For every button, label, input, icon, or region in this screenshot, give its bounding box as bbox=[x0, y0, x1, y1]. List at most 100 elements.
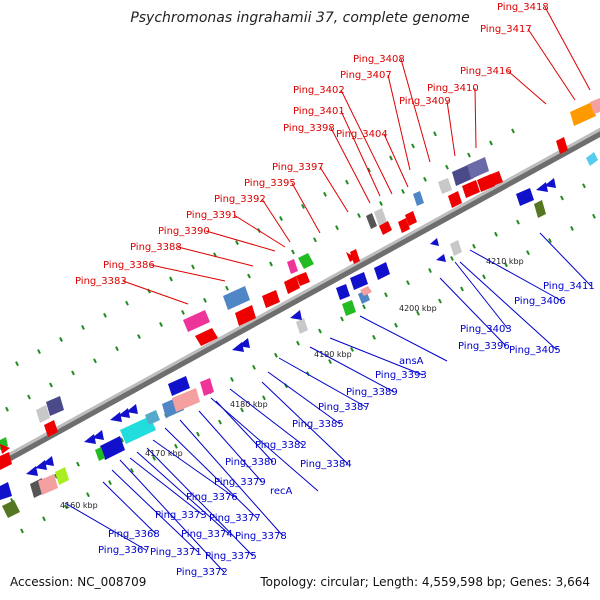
gene-label[interactable]: Ping_3384 bbox=[300, 459, 352, 470]
gene-feature[interactable] bbox=[287, 259, 298, 274]
gene-feature[interactable] bbox=[342, 300, 356, 316]
tick-mark bbox=[328, 359, 332, 364]
gene-feature[interactable] bbox=[284, 276, 300, 294]
gene-label[interactable]: Ping_3409 bbox=[399, 96, 451, 107]
gene-feature[interactable] bbox=[366, 213, 377, 229]
gene-label[interactable]: Ping_3418 bbox=[497, 2, 549, 13]
gene-label[interactable]: Ping_3382 bbox=[255, 440, 307, 451]
gene-label[interactable]: Ping_3417 bbox=[480, 24, 532, 35]
gene-label[interactable]: Ping_3387 bbox=[318, 402, 370, 413]
gene-label[interactable]: Ping_3402 bbox=[293, 85, 345, 96]
gene-label[interactable]: Ping_3396 bbox=[458, 341, 510, 352]
gene-feature[interactable] bbox=[0, 482, 12, 500]
gene-feature[interactable] bbox=[36, 405, 50, 423]
gene-feature[interactable] bbox=[262, 290, 280, 308]
gene-feature[interactable] bbox=[183, 310, 210, 332]
gene-feature[interactable] bbox=[398, 218, 410, 233]
gene-label[interactable]: Ping_3393 bbox=[375, 370, 427, 381]
gene-feature[interactable] bbox=[223, 286, 250, 310]
gene-label[interactable]: Ping_3390 bbox=[158, 226, 210, 237]
gene-label[interactable]: Ping_3368 bbox=[108, 529, 160, 540]
gene-feature[interactable] bbox=[2, 500, 20, 518]
gene-label[interactable]: Ping_3372 bbox=[176, 567, 228, 578]
gene-feature[interactable] bbox=[296, 318, 308, 334]
gene-label[interactable]: Ping_3388 bbox=[130, 242, 182, 253]
gene-feature[interactable] bbox=[95, 447, 105, 461]
gene-feature[interactable] bbox=[438, 178, 452, 194]
gene-label[interactable]: Ping_3373 bbox=[155, 510, 207, 521]
gene-feature[interactable] bbox=[298, 253, 314, 269]
gene-label[interactable]: Ping_3367 bbox=[98, 545, 150, 556]
gene-feature[interactable] bbox=[534, 200, 546, 218]
gene-feature[interactable] bbox=[38, 474, 58, 495]
gene-feature[interactable] bbox=[100, 436, 125, 460]
gene-label[interactable]: Ping_3403 bbox=[460, 324, 512, 335]
gene-feature[interactable] bbox=[556, 137, 568, 154]
gene-feature[interactable] bbox=[145, 410, 160, 425]
gene-label[interactable]: Ping_3378 bbox=[235, 531, 287, 542]
gene-label[interactable]: Ping_3407 bbox=[340, 70, 392, 81]
gene-feature[interactable] bbox=[570, 102, 596, 126]
gene-label[interactable]: Ping_3397 bbox=[272, 162, 324, 173]
gene-feature[interactable] bbox=[413, 191, 424, 206]
gene-label[interactable]: Ping_3416 bbox=[460, 66, 512, 77]
leader-line bbox=[359, 315, 448, 362]
gene-label[interactable]: Ping_3391 bbox=[186, 210, 238, 221]
gene-feature[interactable] bbox=[336, 284, 350, 300]
gene-label[interactable]: Ping_3380 bbox=[225, 457, 277, 468]
gene-feature[interactable] bbox=[448, 191, 462, 208]
gene-label[interactable]: Ping_3406 bbox=[514, 296, 566, 307]
gene-feature[interactable] bbox=[374, 262, 390, 280]
gene-feature[interactable] bbox=[462, 180, 480, 198]
gene-label[interactable]: Ping_3395 bbox=[244, 178, 296, 189]
gene-feature[interactable] bbox=[0, 452, 12, 470]
gene-feature[interactable] bbox=[516, 188, 534, 206]
gene-label[interactable]: Ping_3389 bbox=[346, 387, 398, 398]
gene-feature[interactable] bbox=[586, 152, 598, 166]
gene-label[interactable]: Ping_3386 bbox=[103, 260, 155, 271]
gene-label[interactable]: Ping_3405 bbox=[509, 345, 561, 356]
gene-feature[interactable] bbox=[374, 208, 387, 226]
gene-feature[interactable] bbox=[235, 305, 256, 326]
gene-feature[interactable] bbox=[195, 328, 218, 346]
gene-feature[interactable] bbox=[200, 378, 214, 396]
gene-feature[interactable] bbox=[405, 211, 417, 226]
tick-mark bbox=[389, 155, 393, 161]
gene-label[interactable]: Ping_3398 bbox=[283, 123, 335, 134]
gene-feature[interactable] bbox=[168, 376, 190, 396]
gene-label[interactable]: Ping_3385 bbox=[292, 419, 344, 430]
gene-label[interactable]: Ping_3371 bbox=[150, 547, 202, 558]
gene-label[interactable]: recA bbox=[270, 486, 293, 497]
gene-feature[interactable] bbox=[46, 396, 64, 416]
gene-label[interactable]: Ping_3401 bbox=[293, 106, 345, 117]
gene-label[interactable]: Ping_3376 bbox=[186, 492, 238, 503]
gene-feature[interactable] bbox=[590, 98, 600, 114]
leader-line bbox=[459, 261, 558, 351]
gene-feature[interactable] bbox=[360, 286, 372, 296]
gene-feature[interactable] bbox=[120, 416, 156, 444]
gene-feature[interactable] bbox=[379, 221, 392, 235]
gene-feature[interactable] bbox=[450, 240, 462, 256]
gene-feature[interactable] bbox=[296, 272, 310, 286]
gene-label[interactable]: Ping_3377 bbox=[209, 513, 261, 524]
gene-feature[interactable] bbox=[350, 272, 368, 290]
gene-label[interactable]: Ping_3392 bbox=[214, 194, 266, 205]
gene-feature[interactable] bbox=[489, 171, 503, 186]
gene-label[interactable]: Ping_3383 bbox=[75, 276, 127, 287]
gene-label[interactable]: Ping_3408 bbox=[353, 54, 405, 65]
gene-feature[interactable] bbox=[350, 249, 360, 264]
gene-label[interactable]: Ping_3411 bbox=[543, 281, 595, 292]
gene-label[interactable]: Ping_3379 bbox=[214, 477, 266, 488]
gene-label[interactable]: ansA bbox=[399, 356, 424, 367]
gene-feature[interactable] bbox=[44, 420, 58, 437]
gene-label[interactable]: Ping_3375 bbox=[205, 551, 257, 562]
gene-label[interactable]: Ping_3374 bbox=[181, 529, 233, 540]
gene-feature[interactable] bbox=[55, 467, 69, 485]
leader-line bbox=[122, 280, 189, 305]
gene-feature[interactable] bbox=[467, 157, 489, 179]
gene-label[interactable]: Ping_3404 bbox=[336, 129, 388, 140]
tick-mark bbox=[252, 364, 256, 370]
gene-label[interactable]: Ping_3410 bbox=[427, 83, 479, 94]
gene-feature[interactable] bbox=[172, 388, 200, 412]
